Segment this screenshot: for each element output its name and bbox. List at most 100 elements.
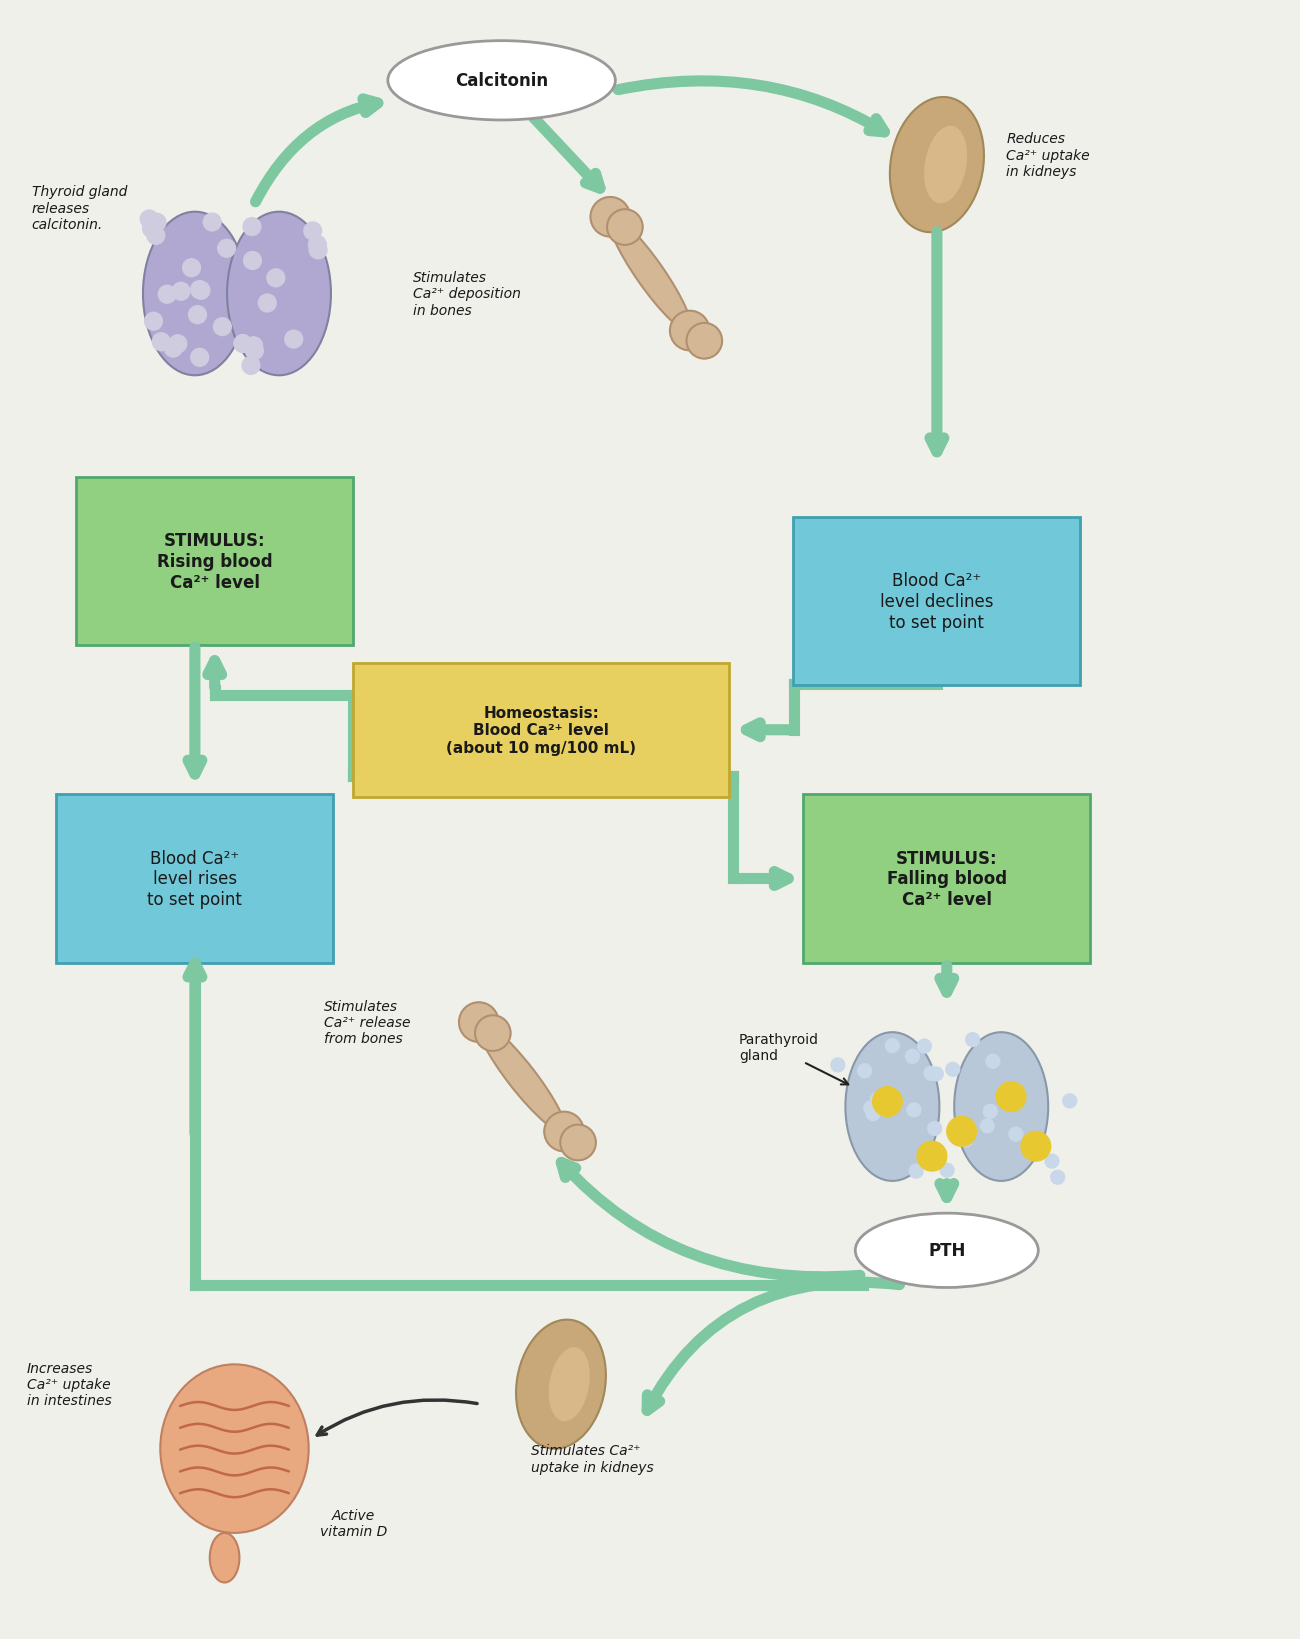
FancyBboxPatch shape (793, 518, 1080, 685)
Circle shape (309, 243, 328, 259)
Circle shape (1045, 1154, 1060, 1169)
Circle shape (213, 318, 231, 336)
Circle shape (1063, 1095, 1076, 1108)
FancyBboxPatch shape (77, 477, 354, 646)
Circle shape (474, 1016, 511, 1051)
Text: Stimulates
Ca²⁺ release
from bones: Stimulates Ca²⁺ release from bones (324, 1000, 410, 1046)
Circle shape (304, 223, 321, 241)
Circle shape (924, 1067, 937, 1080)
Circle shape (243, 218, 261, 236)
Circle shape (1050, 1170, 1065, 1185)
Circle shape (966, 1033, 980, 1047)
Ellipse shape (924, 126, 967, 205)
Text: Stimulates Ca²⁺
uptake in kidneys: Stimulates Ca²⁺ uptake in kidneys (532, 1444, 654, 1473)
Text: Blood Ca²⁺
level declines
to set point: Blood Ca²⁺ level declines to set point (880, 572, 993, 631)
Circle shape (159, 287, 176, 303)
Circle shape (670, 311, 710, 351)
Circle shape (191, 282, 208, 300)
FancyBboxPatch shape (803, 795, 1091, 964)
Ellipse shape (209, 1532, 239, 1583)
Circle shape (259, 295, 276, 313)
Circle shape (191, 349, 208, 367)
Circle shape (858, 1064, 871, 1078)
Text: Active
vitamin D: Active vitamin D (320, 1508, 387, 1537)
Circle shape (918, 1039, 931, 1054)
Circle shape (686, 325, 722, 359)
Circle shape (909, 1164, 923, 1178)
Circle shape (880, 1100, 894, 1115)
Circle shape (203, 215, 221, 231)
Text: STIMULUS:
Falling blood
Ca²⁺ level: STIMULUS: Falling blood Ca²⁺ level (887, 849, 1008, 908)
Circle shape (885, 1039, 900, 1052)
Text: STIMULUS:
Rising blood
Ca²⁺ level: STIMULUS: Rising blood Ca²⁺ level (157, 533, 273, 592)
Circle shape (1009, 1128, 1023, 1141)
Circle shape (545, 1111, 584, 1152)
Circle shape (946, 1062, 959, 1077)
Text: Parathyroid
gland: Parathyroid gland (738, 1033, 819, 1062)
Circle shape (246, 343, 264, 361)
Circle shape (188, 306, 207, 325)
Text: Increases
Ca²⁺ uptake
in intestines: Increases Ca²⁺ uptake in intestines (27, 1360, 112, 1408)
Circle shape (831, 1059, 845, 1072)
Text: Homeostasis:
Blood Ca²⁺ level
(about 10 mg/100 mL): Homeostasis: Blood Ca²⁺ level (about 10 … (446, 705, 636, 756)
Circle shape (928, 1121, 941, 1136)
Circle shape (234, 336, 252, 352)
Circle shape (607, 210, 642, 246)
Circle shape (147, 228, 165, 246)
Circle shape (866, 1106, 880, 1121)
Circle shape (144, 313, 162, 331)
Circle shape (905, 1049, 919, 1064)
Circle shape (218, 241, 235, 257)
Circle shape (872, 1087, 902, 1116)
Ellipse shape (954, 1033, 1048, 1182)
Text: Calcitonin: Calcitonin (455, 72, 549, 90)
Circle shape (244, 338, 263, 356)
Circle shape (148, 215, 166, 233)
Circle shape (980, 1119, 995, 1133)
Ellipse shape (608, 216, 692, 331)
Text: Stimulates
Ca²⁺ deposition
in bones: Stimulates Ca²⁺ deposition in bones (412, 270, 520, 318)
Circle shape (996, 1082, 1026, 1111)
Circle shape (172, 284, 190, 302)
FancyBboxPatch shape (56, 795, 333, 964)
Ellipse shape (387, 41, 615, 121)
Circle shape (985, 1056, 1000, 1069)
Circle shape (871, 1093, 884, 1106)
Circle shape (940, 1164, 954, 1177)
Circle shape (164, 339, 182, 357)
Ellipse shape (845, 1033, 940, 1182)
Circle shape (560, 1124, 595, 1160)
FancyBboxPatch shape (354, 664, 729, 797)
Circle shape (916, 1141, 946, 1172)
Circle shape (930, 1067, 944, 1082)
Circle shape (907, 1103, 920, 1118)
Circle shape (169, 336, 187, 354)
Ellipse shape (477, 1021, 566, 1133)
Text: Thyroid gland
releases
calcitonin.: Thyroid gland releases calcitonin. (31, 185, 127, 231)
Ellipse shape (160, 1365, 308, 1532)
Circle shape (192, 282, 209, 300)
Ellipse shape (549, 1347, 590, 1421)
Circle shape (946, 1116, 976, 1147)
Text: PTH: PTH (928, 1242, 966, 1259)
Circle shape (459, 1003, 498, 1042)
Circle shape (242, 357, 260, 375)
Circle shape (143, 221, 160, 238)
Circle shape (285, 331, 303, 349)
Circle shape (182, 259, 200, 277)
Circle shape (308, 236, 326, 254)
Circle shape (864, 1101, 878, 1115)
Circle shape (590, 198, 630, 238)
Ellipse shape (855, 1213, 1039, 1288)
Text: Blood Ca²⁺
level rises
to set point: Blood Ca²⁺ level rises to set point (147, 849, 242, 908)
Circle shape (266, 270, 285, 287)
Text: Reduces
Ca²⁺ uptake
in kidneys: Reduces Ca²⁺ uptake in kidneys (1006, 133, 1089, 179)
Circle shape (140, 211, 159, 229)
Ellipse shape (143, 213, 247, 375)
Ellipse shape (516, 1319, 606, 1449)
Circle shape (958, 1133, 972, 1147)
Circle shape (243, 252, 261, 270)
Circle shape (1020, 1131, 1050, 1162)
Ellipse shape (227, 213, 332, 375)
Circle shape (983, 1105, 997, 1118)
